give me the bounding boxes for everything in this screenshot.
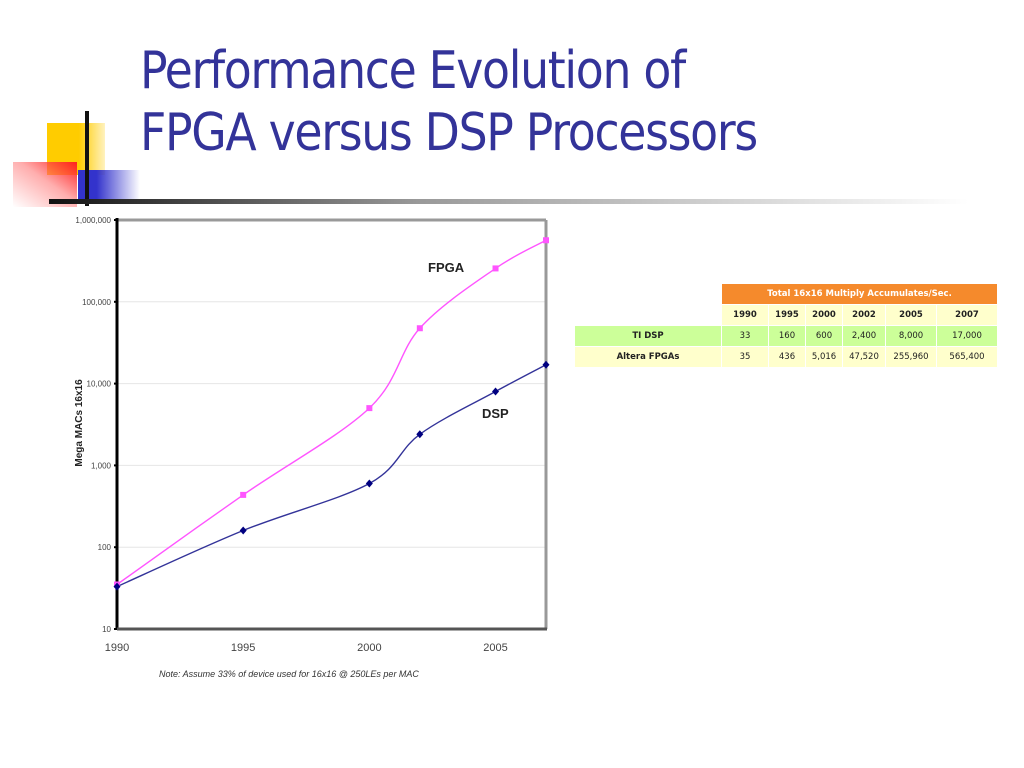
y-tick-label: 10,000 (87, 380, 112, 389)
table-year-row: 1990 1995 2000 2002 2005 2007 (574, 304, 998, 326)
x-tick-label: 2000 (357, 642, 381, 654)
data-point-fpga (240, 491, 247, 498)
y-tick-label: 1,000 (91, 461, 112, 470)
series-label-dsp: DSP (482, 406, 509, 421)
table-header-row: Total 16x16 Multiply Accumulates/Sec. (574, 283, 998, 305)
table-cell: 255,960 (885, 346, 937, 368)
y-tick-label: 1,000,000 (75, 216, 111, 225)
data-point-dsp (492, 387, 500, 396)
data-point-dsp (239, 526, 247, 535)
y-tick-label: 100 (98, 543, 112, 552)
data-point-fpga (492, 265, 499, 272)
data-point-fpga (416, 325, 423, 332)
chart-note: Note: Assume 33% of device used for 16x1… (159, 669, 419, 679)
y-tick-label: 100,000 (82, 298, 111, 307)
table-cell: 33 (721, 325, 769, 347)
decorative-vertical-line (85, 111, 89, 206)
table-cell: 47,520 (842, 346, 886, 368)
series-label-fpga: FPGA (428, 260, 465, 275)
data-point-dsp (542, 360, 550, 369)
table-row: Altera FPGAs 35 436 5,016 47,520 255,960… (574, 346, 998, 368)
slide-title: Performance Evolution of FPGA versus DSP… (140, 40, 897, 164)
row-name: TI DSP (574, 325, 722, 347)
year-cell: 2007 (936, 304, 998, 326)
title-underline (49, 199, 969, 204)
year-cell: 2005 (885, 304, 937, 326)
table-cell: 600 (805, 325, 843, 347)
year-cell: 2002 (842, 304, 886, 326)
table-cell: 160 (768, 325, 806, 347)
year-cell: 1990 (721, 304, 769, 326)
table-cell: 2,400 (842, 325, 886, 347)
table-cell: 5,016 (805, 346, 843, 368)
table-cell: 436 (768, 346, 806, 368)
slide-title-line-2: FPGA versus DSP Processors (140, 103, 758, 163)
table-cell: 17,000 (936, 325, 998, 347)
data-point-dsp (113, 582, 121, 591)
data-point-dsp (416, 430, 424, 439)
table-cell: 35 (721, 346, 769, 368)
data-point-fpga (366, 405, 373, 412)
slide-title-line-1: Performance Evolution of (140, 41, 686, 101)
row-name: Altera FPGAs (574, 346, 722, 368)
data-point-dsp (365, 479, 373, 488)
data-point-fpga (543, 237, 549, 244)
x-tick-label: 1990 (105, 642, 129, 654)
table-cell: 8,000 (885, 325, 937, 347)
table-cell: 565,400 (936, 346, 998, 368)
series-markers (113, 237, 550, 591)
year-cell: 2000 (805, 304, 843, 326)
plot-area (117, 220, 546, 629)
mac-table: Total 16x16 Multiply Accumulates/Sec. 19… (574, 283, 998, 368)
x-tick-label: 2005 (483, 642, 507, 654)
y-ticks: 10 100 1,000 10,000 100,000 1,000,000 (75, 216, 117, 634)
y-tick-label: 10 (102, 625, 111, 634)
table-row: TI DSP 33 160 600 2,400 8,000 17,000 (574, 325, 998, 347)
gridlines (117, 301, 546, 548)
x-ticks: 1990 1995 2000 2005 (105, 642, 508, 654)
y-axis-label: Mega MACs 16x16 (74, 379, 85, 467)
year-cell: 1995 (768, 304, 806, 326)
x-tick-label: 1995 (231, 642, 255, 654)
table-header: Total 16x16 Multiply Accumulates/Sec. (721, 283, 998, 305)
